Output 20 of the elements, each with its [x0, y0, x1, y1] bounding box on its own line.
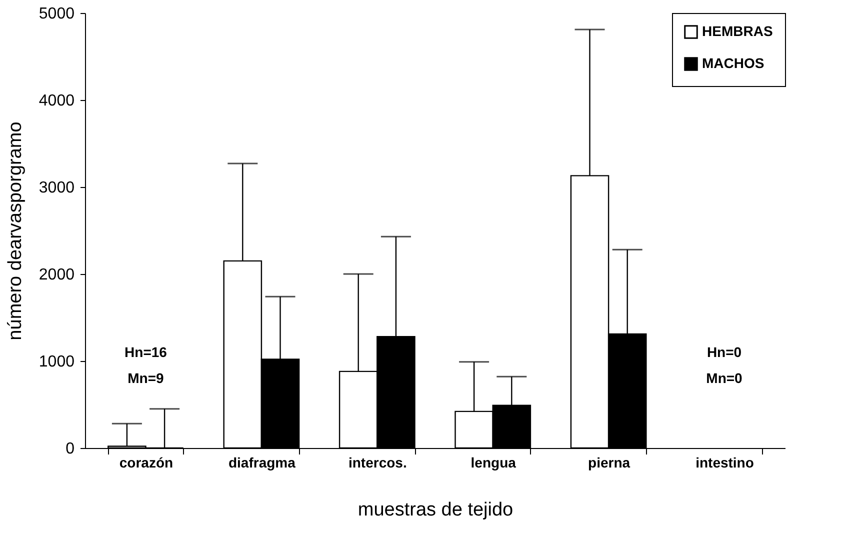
x-tick-label: lengua [470, 454, 516, 470]
x-axis-title: muestras de tejido [358, 500, 514, 520]
x-tick-label: diafragma [228, 454, 296, 470]
x-tick-label: pierna [588, 454, 630, 470]
y-tick-label: 4000 [38, 92, 75, 110]
x-tick-label: intercos. [348, 454, 407, 470]
legend-label: HEMBRAS [702, 23, 773, 39]
y-tick-label: 3000 [38, 180, 75, 196]
annotation: Hn=16 [124, 344, 168, 360]
x-tick-label: corazón [119, 454, 174, 470]
annotation: Mn=9 [128, 370, 164, 386]
x-tick-label: intestino [696, 454, 754, 470]
legend-label: MACHOS [702, 55, 764, 71]
annotation: Hn=0 [706, 344, 742, 360]
y-tick-label: 0 [66, 440, 75, 458]
annotation: Mn=0 [706, 370, 743, 386]
y-tick-label: 2000 [38, 266, 75, 284]
y-tick-label: 5000 [38, 6, 75, 22]
y-tick-label: 1000 [38, 354, 75, 370]
y-axis-title: número dearvasporgramo [4, 122, 26, 340]
